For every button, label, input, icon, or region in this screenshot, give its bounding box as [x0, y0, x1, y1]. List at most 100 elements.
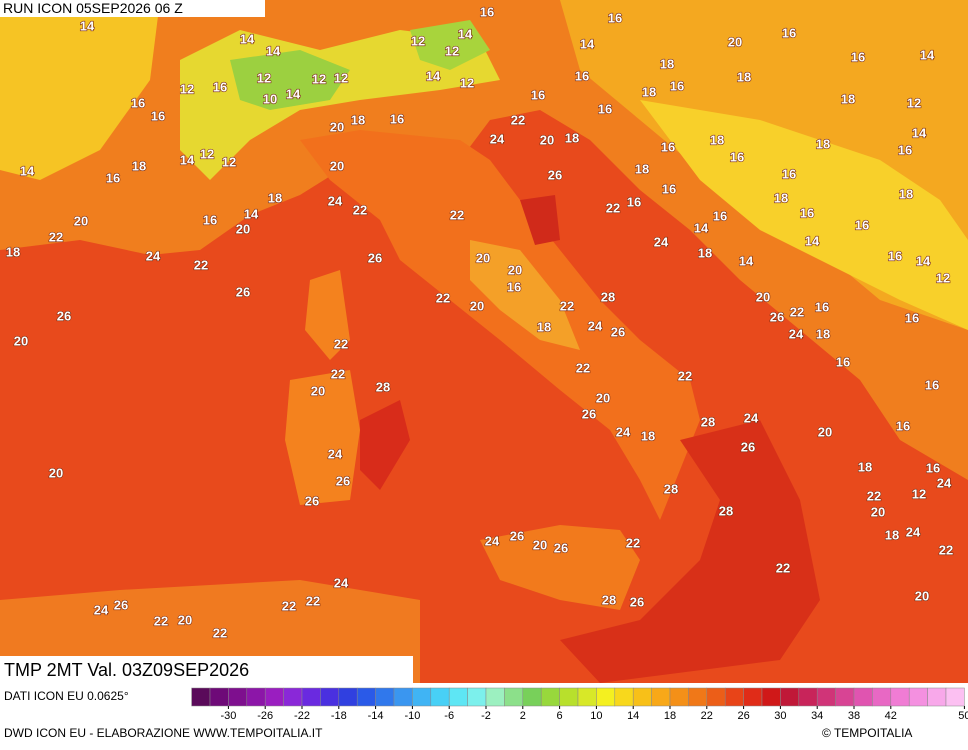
temp-label: 22	[282, 598, 296, 613]
temp-label: 20	[74, 213, 88, 228]
temp-label: 22	[576, 360, 590, 375]
colorbar-swatch	[651, 687, 671, 707]
run-title: RUN ICON 05SEP2026 06 Z	[3, 0, 183, 16]
temp-label: 16	[730, 149, 744, 164]
warm-sea	[520, 195, 560, 245]
temp-label: 12	[445, 43, 459, 58]
temp-label: 24	[94, 602, 109, 617]
colorbar-swatch	[688, 687, 708, 707]
temp-label: 16	[627, 194, 641, 209]
temp-label: 22	[334, 336, 348, 351]
colorbar-swatch	[430, 687, 450, 707]
temp-label: 24	[789, 326, 804, 341]
temp-label: 16	[507, 279, 521, 294]
colorbar-swatch	[540, 687, 560, 707]
colorbar-label: 26	[737, 710, 749, 722]
colorbar-label: 22	[701, 710, 713, 722]
temp-label: 22	[867, 488, 881, 503]
colorbar-label: -10	[404, 710, 420, 722]
temp-label: 16	[855, 217, 869, 232]
temp-label: 24	[937, 475, 952, 490]
temp-label: 18	[858, 459, 872, 474]
colorbar-swatch	[264, 687, 284, 707]
temp-label: 26	[554, 540, 568, 555]
temp-label: 16	[898, 142, 912, 157]
temp-label: 14	[244, 206, 259, 221]
colorbar-swatch	[853, 687, 873, 707]
temp-label: 26	[368, 250, 382, 265]
temp-label: 14	[912, 125, 927, 140]
temp-label: 16	[203, 212, 217, 227]
temp-label: 18	[6, 244, 20, 259]
temp-label: 12	[200, 146, 214, 161]
warm-sea	[360, 400, 410, 490]
temp-label: 16	[782, 166, 796, 181]
temp-label: 14	[920, 47, 935, 62]
temp-label: 20	[330, 119, 344, 134]
temp-label: 22	[790, 304, 804, 319]
temp-label: 20	[596, 390, 610, 405]
colorbar-label: -2	[481, 710, 491, 722]
colorbar-swatch	[890, 687, 910, 707]
temp-label: 16	[896, 418, 910, 433]
colorbar-label: 2	[520, 710, 526, 722]
temp-label: 18	[660, 56, 674, 71]
temp-label: 28	[602, 592, 616, 607]
temp-label: 18	[774, 190, 788, 205]
temp-label: 26	[57, 308, 71, 323]
run-box	[0, 0, 265, 17]
colorbar-swatch	[798, 687, 818, 707]
temp-label: 16	[106, 170, 120, 185]
temp-label: 20	[330, 158, 344, 173]
temp-label: 20	[915, 588, 929, 603]
temp-label: 22	[511, 112, 525, 127]
temp-label: 28	[664, 481, 678, 496]
colorbar-label: 42	[885, 710, 897, 722]
temp-label: 14	[916, 253, 931, 268]
colorbar-swatch	[614, 687, 634, 707]
temp-label: 22	[606, 200, 620, 215]
colorbar-swatch	[228, 687, 248, 707]
temp-label: 18	[816, 326, 830, 341]
colorbar-swatch	[338, 687, 358, 707]
temp-label: 18	[710, 132, 724, 147]
sardinia	[285, 370, 360, 505]
temp-label: 16	[598, 101, 612, 116]
colorbar-swatch	[504, 687, 524, 707]
temp-label: 14	[80, 18, 95, 33]
temp-label: 10	[263, 91, 277, 106]
temp-label: 24	[588, 318, 603, 333]
colorbar-label: -18	[331, 710, 347, 722]
colorbar-label: -22	[294, 710, 310, 722]
temp-label: 16	[926, 460, 940, 475]
temp-label: 14	[580, 36, 595, 51]
temp-label: 16	[480, 4, 494, 19]
temp-label: 18	[885, 527, 899, 542]
temp-label: 12	[936, 270, 950, 285]
italy	[300, 130, 700, 520]
temp-label: 14	[458, 26, 473, 41]
temp-label: 18	[537, 319, 551, 334]
temp-label: 16	[151, 108, 165, 123]
temp-label: 18	[268, 190, 282, 205]
temp-label: 22	[154, 613, 168, 628]
colorbar-swatch	[908, 687, 928, 707]
colorbar-swatch	[467, 687, 487, 707]
temp-label: 16	[661, 139, 675, 154]
temp-label: 12	[222, 154, 236, 169]
colorbar-swatch	[246, 687, 266, 707]
temp-label: 12	[907, 95, 921, 110]
colorbar-label: -30	[220, 710, 236, 722]
temp-label: 26	[305, 493, 319, 508]
temp-label: 20	[311, 383, 325, 398]
colorbar-swatch	[780, 687, 800, 707]
credit-text: DWD ICON EU - ELABORAZIONE WWW.TEMPOITAL…	[4, 726, 323, 740]
temp-label: 26	[548, 167, 562, 182]
temp-label: 20	[178, 612, 192, 627]
temp-label: 22	[678, 368, 692, 383]
temp-label: 22	[353, 202, 367, 217]
colorbar: -30 -26 -22 -18 -14 -10 -6 -2 2 6 10 14 18 22 26 30 34 38…	[191, 687, 968, 722]
temp-label: 14	[739, 253, 754, 268]
temp-label: 22	[939, 542, 953, 557]
